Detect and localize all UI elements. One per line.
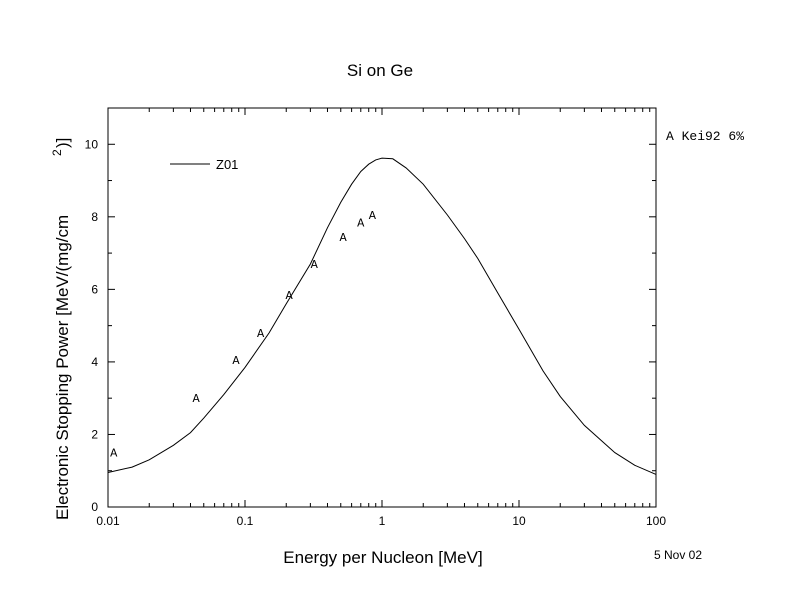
y-axis-label: Electronic Stopping Power [MeV/(mg/cm bbox=[53, 215, 72, 520]
y-tick-label: 10 bbox=[85, 137, 99, 151]
data-point-a: A bbox=[286, 289, 294, 303]
data-point-a: A bbox=[339, 231, 347, 245]
data-point-a: A bbox=[369, 209, 377, 223]
y-axis-tick-labels: 0 2 4 6 8 10 bbox=[85, 137, 99, 514]
x-tick-label: 100 bbox=[646, 514, 666, 528]
data-point-a: A bbox=[257, 327, 265, 341]
date-stamp: 5 Nov 02 bbox=[654, 548, 702, 562]
legend-label: Z01 bbox=[216, 157, 238, 172]
data-point-a: A bbox=[311, 258, 319, 272]
side-note: A Kei92 6% bbox=[666, 129, 744, 144]
y-tick-label: 2 bbox=[91, 427, 98, 441]
data-point-a: A bbox=[232, 354, 240, 368]
plot-frame bbox=[107, 107, 657, 508]
x-axis-label: Energy per Nucleon [MeV] bbox=[283, 548, 482, 567]
chart-title: Si on Ge bbox=[347, 61, 413, 80]
y-tick-label: 0 bbox=[91, 500, 98, 514]
x-tick-label: 0.01 bbox=[96, 514, 120, 528]
data-point-a: A bbox=[193, 392, 201, 406]
y-axis-label-superscript: 2 bbox=[50, 149, 64, 156]
x-tick-label: 0.1 bbox=[237, 514, 254, 528]
y-tick-label: 8 bbox=[91, 210, 98, 224]
data-point-a: A bbox=[110, 447, 118, 461]
x-tick-label: 10 bbox=[512, 514, 526, 528]
series-line-z01 bbox=[107, 157, 657, 475]
x-axis-tick-labels: 0.01 0.1 1 10 100 bbox=[96, 514, 666, 528]
y-tick-label: 6 bbox=[91, 282, 98, 296]
x-axis-ticks bbox=[107, 108, 657, 507]
y-tick-label: 4 bbox=[91, 355, 98, 369]
x-tick-label: 1 bbox=[379, 514, 386, 528]
y-axis-ticks bbox=[108, 107, 656, 508]
y-axis-label-end: )] bbox=[53, 138, 72, 148]
data-point-a: A bbox=[357, 216, 365, 230]
